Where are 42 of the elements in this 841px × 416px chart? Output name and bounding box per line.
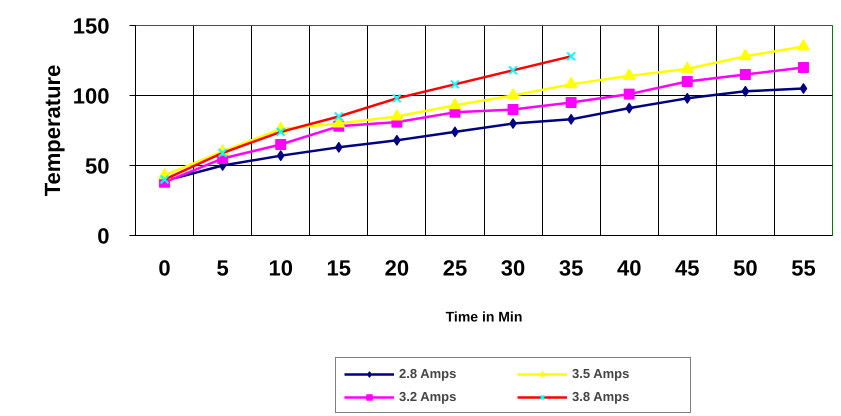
point <box>275 139 286 150</box>
x-tick-label: 50 <box>733 256 758 280</box>
point <box>334 112 344 122</box>
legend-label: 3.5 Amps <box>572 366 630 381</box>
x-tick-label: 35 <box>558 256 584 280</box>
x-tick-label: 0 <box>158 256 171 280</box>
point <box>566 97 577 108</box>
point <box>218 148 228 158</box>
x-tick-label: 5 <box>216 256 229 280</box>
point <box>334 142 343 153</box>
point <box>740 69 751 80</box>
point <box>276 150 285 162</box>
legend-label: 2.8 Amps <box>399 366 458 381</box>
x-axis-title: Time in Min <box>446 308 522 324</box>
x-tick-label: 45 <box>675 256 700 280</box>
point <box>566 51 576 62</box>
x-tick-label: 10 <box>268 256 293 280</box>
legend-label: 3.8 Amps <box>572 389 630 404</box>
y-axis-title: Temperature <box>40 64 65 196</box>
x-tick-label: 20 <box>384 256 410 280</box>
point <box>276 127 286 137</box>
y-tick-label: 0 <box>97 224 110 248</box>
point <box>509 118 517 129</box>
point <box>392 93 402 104</box>
point <box>624 88 635 100</box>
point <box>625 102 634 114</box>
x-tick-label: 25 <box>442 256 468 280</box>
point <box>450 79 460 90</box>
point <box>683 92 692 104</box>
x-tick-label: 15 <box>326 256 352 280</box>
x-tick-label: 55 <box>791 256 816 280</box>
point <box>508 104 519 115</box>
y-tick-label: 50 <box>85 154 110 178</box>
legend-label: 3.2 Amps <box>399 389 458 404</box>
point <box>682 76 693 87</box>
point <box>800 83 808 94</box>
point <box>508 65 518 76</box>
y-tick-label: 150 <box>72 14 110 38</box>
x-tick-label: 30 <box>500 256 526 280</box>
point <box>798 62 809 73</box>
y-tick-label: 100 <box>72 84 110 108</box>
x-tick-label: 40 <box>616 256 642 280</box>
